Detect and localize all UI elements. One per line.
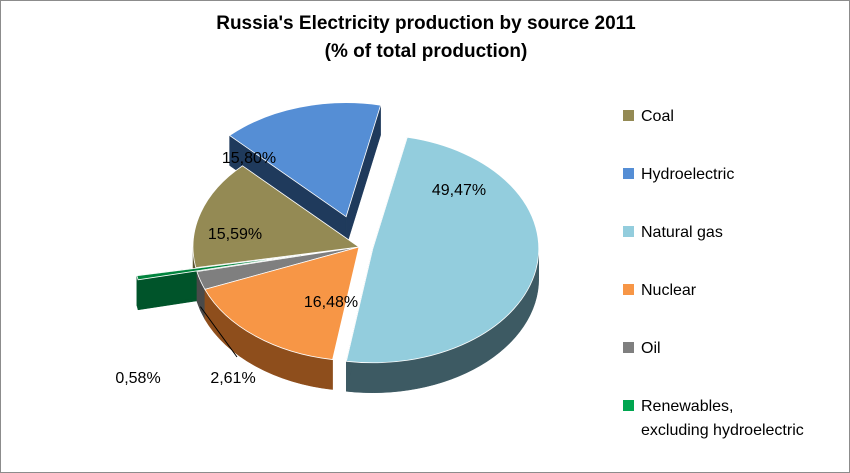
legend-swatch-oil (623, 342, 634, 353)
data-label-renewables-excluding-hydroelectric: 0,58% (115, 370, 160, 387)
chart-title-line-2: (% of total production) (325, 41, 528, 62)
legend-label-renewables-excluding-hydroelectric: Renewables, excluding hydroelectric (641, 398, 804, 439)
data-labels: 49,47% 16,48% 2,61% 0,58% 15,59% 15,80% (115, 150, 486, 387)
legend-item-renewables-excluding-hydroelectric: Renewables, excluding hydroelectric (623, 398, 804, 439)
legend-swatch-renewables-excluding-hydroelectric (623, 400, 634, 411)
legend-item-natural-gas: Natural gas (623, 224, 723, 241)
pie-top-hydroelectric (228, 102, 382, 218)
pie-top-nuclear (204, 246, 360, 360)
legend-item-hydroelectric: Hydroelectric (623, 166, 734, 183)
legend-swatch-natural-gas (623, 226, 634, 237)
legend-swatch-hydroelectric (623, 168, 634, 179)
legend-label-nuclear: Nuclear (641, 282, 697, 299)
pie-top-coal (192, 165, 361, 269)
pie-slices (136, 102, 540, 393)
legend-swatch-coal (623, 110, 634, 121)
data-label-hydroelectric: 15,80% (222, 150, 276, 167)
data-label-oil: 2,61% (210, 370, 255, 387)
data-label-natural-gas: 49,47% (432, 182, 486, 199)
pie-slice-natural-gas (345, 136, 540, 393)
data-label-coal: 15,59% (208, 226, 262, 243)
data-label-nuclear: 16,48% (304, 294, 358, 311)
legend-swatch-nuclear (623, 284, 634, 295)
legend-item-coal: Coal (623, 108, 674, 125)
legend-label-hydroelectric: Hydroelectric (641, 166, 734, 183)
pie-top-renewables-excluding-hydroelectric (136, 254, 301, 281)
pie-slice-nuclear (204, 246, 360, 390)
legend-item-oil: Oil (623, 340, 661, 357)
chart-title-line-1: Russia's Electricity production by sourc… (216, 13, 636, 34)
legend-item-nuclear: Nuclear (623, 282, 697, 299)
oil-leader-line (199, 306, 238, 358)
pie-top-natural-gas (345, 136, 540, 364)
legend-label-natural-gas: Natural gas (641, 224, 723, 241)
legend-label-coal: Coal (641, 108, 674, 125)
legend-label-oil: Oil (641, 340, 661, 357)
legend: Coal Hydroelectric Natural gas Nuclear Oil Re… (623, 108, 804, 439)
